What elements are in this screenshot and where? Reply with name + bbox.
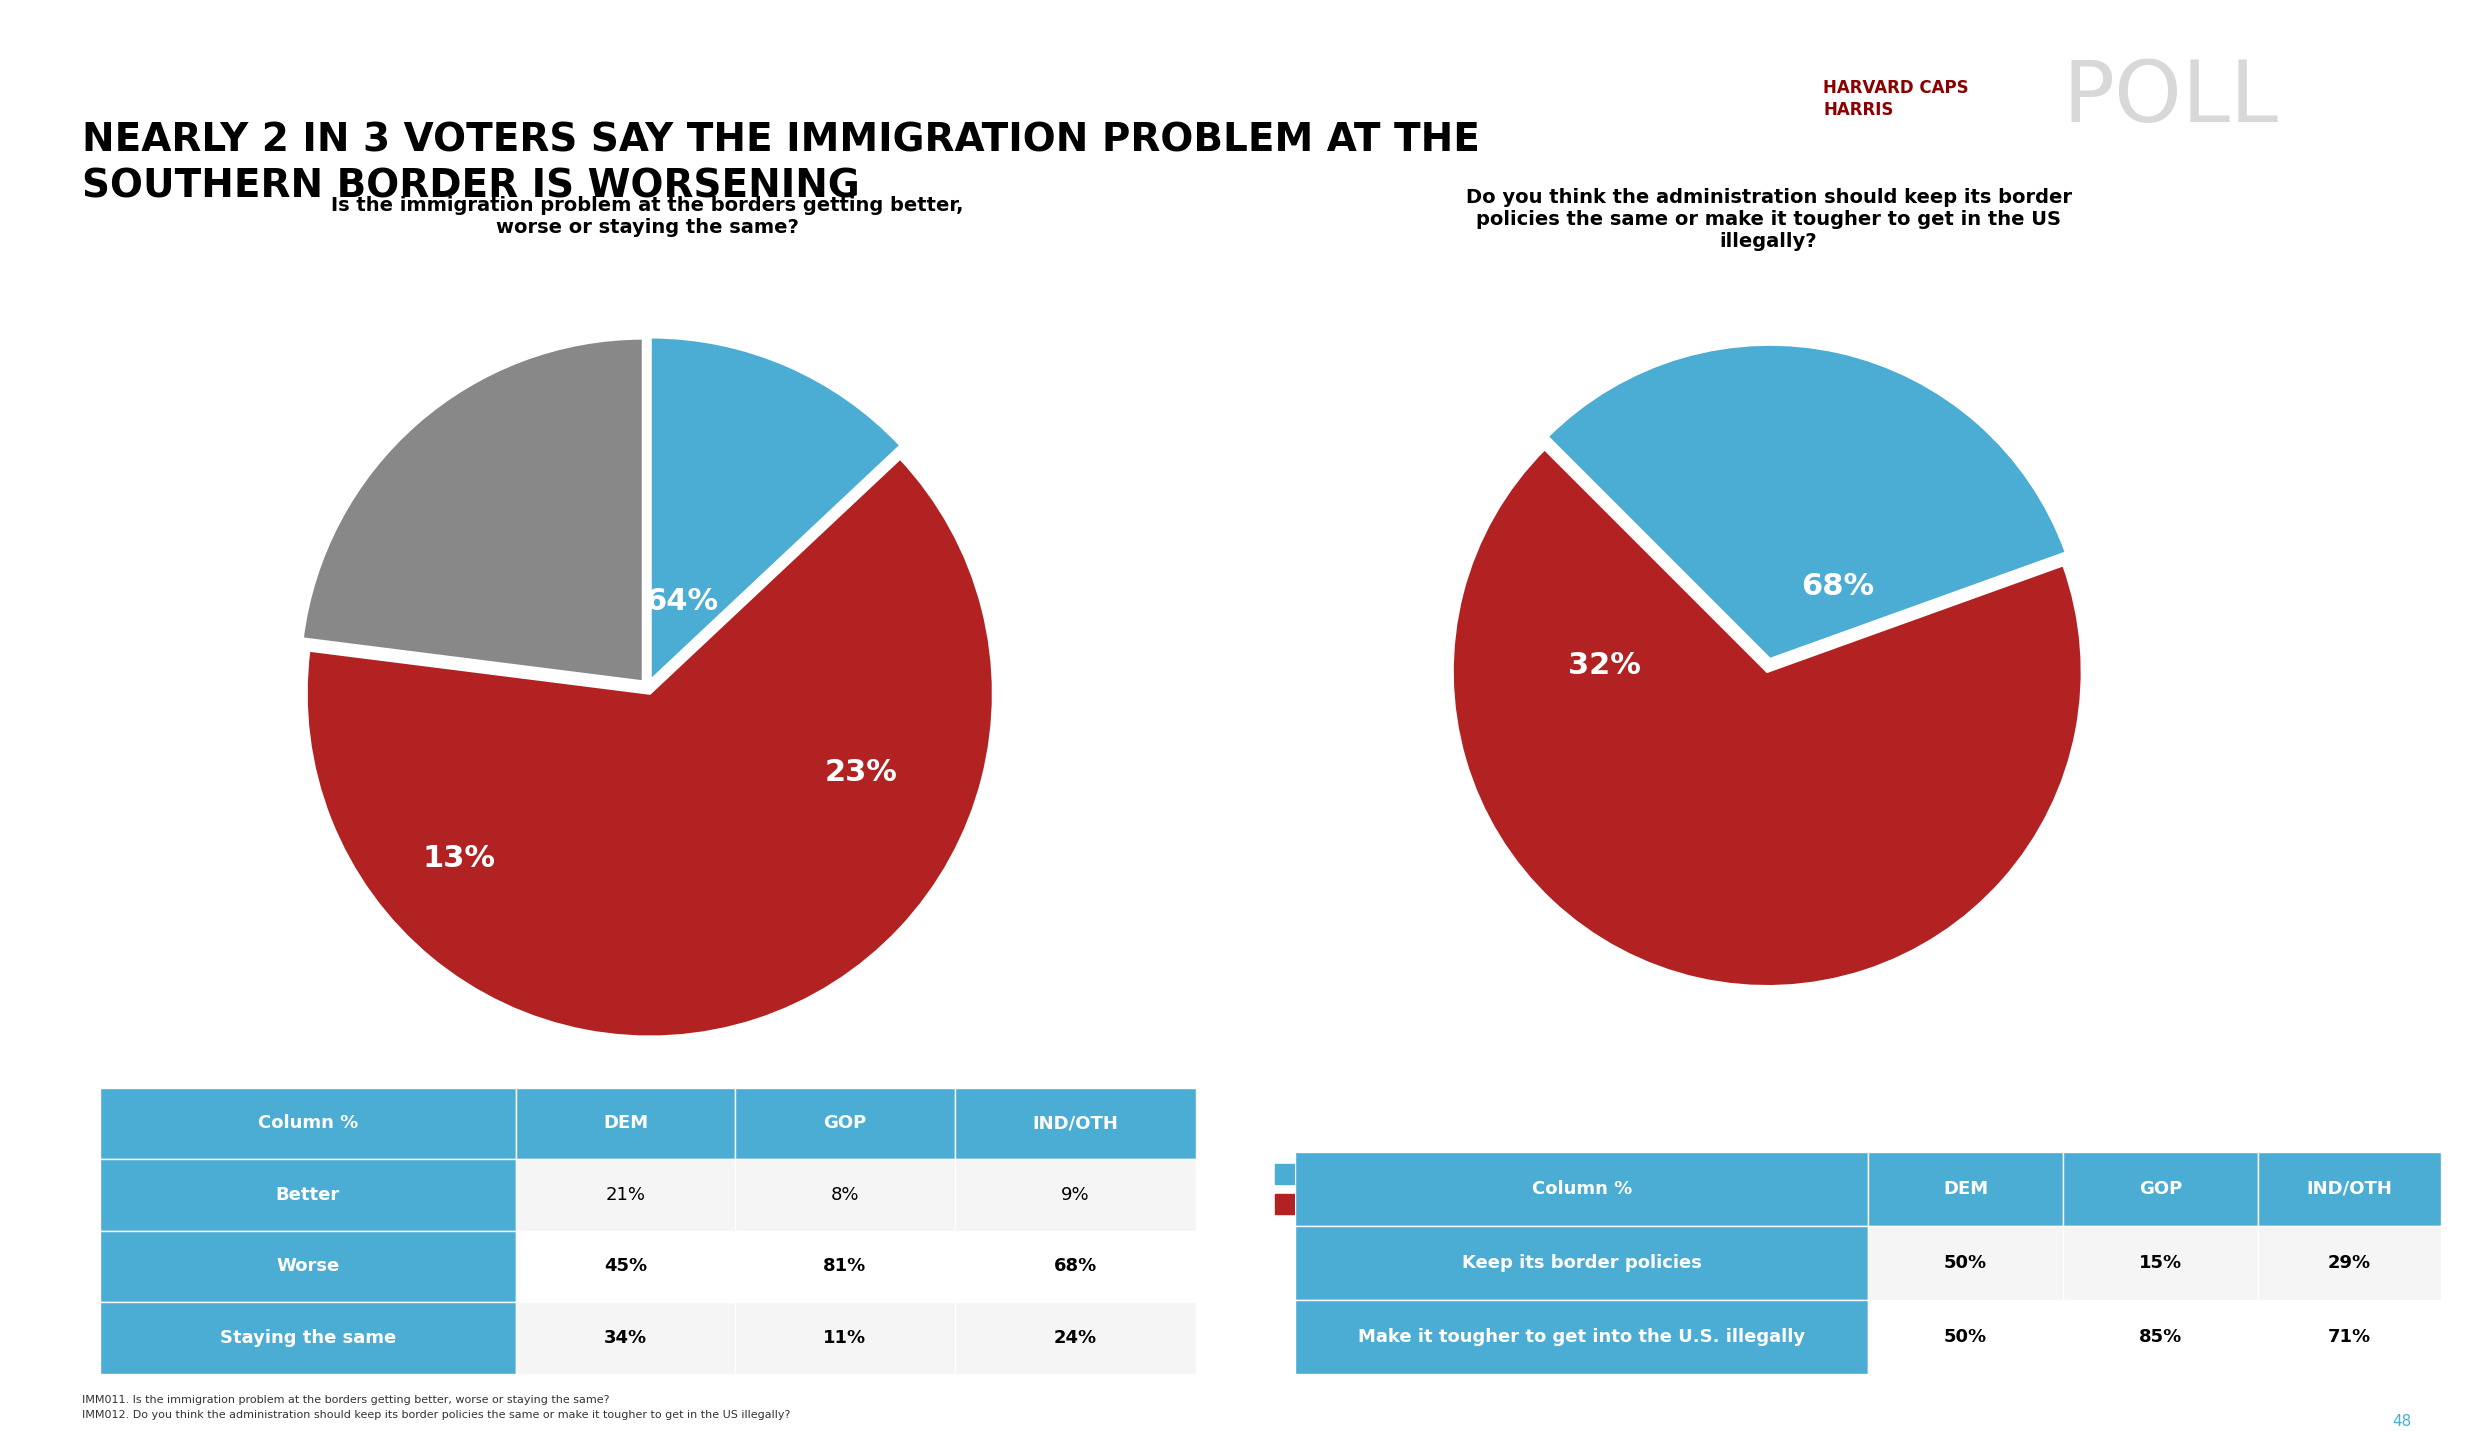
Text: 9%: 9%	[1061, 1186, 1089, 1203]
Text: Column %: Column %	[1532, 1181, 1632, 1198]
Wedge shape	[1547, 345, 2065, 660]
Bar	[100, 1231, 516, 1302]
Text: GOP: GOP	[825, 1115, 867, 1132]
Text: Column %: Column %	[257, 1115, 359, 1132]
Text: 32%: 32%	[1569, 651, 1642, 680]
Text: 50%: 50%	[1943, 1254, 1988, 1272]
Bar	[954, 1088, 1196, 1159]
Bar	[2063, 1226, 2257, 1299]
Text: 45%: 45%	[605, 1258, 648, 1275]
Wedge shape	[306, 458, 994, 1037]
Wedge shape	[1452, 449, 2082, 986]
Legend: Better, Worse, Staying the same: Better, Worse, Staying the same	[421, 1208, 874, 1244]
Text: IND/OTH: IND/OTH	[1031, 1115, 1118, 1132]
Bar	[516, 1302, 735, 1374]
Title: Do you think the administration should keep its border
policies the same or make: Do you think the administration should k…	[1465, 187, 2073, 250]
Bar	[1868, 1299, 2063, 1374]
Text: 85%: 85%	[2140, 1328, 2182, 1345]
Text: IMM012. Do you think the administration should keep its border policies the same: IMM012. Do you think the administration …	[82, 1410, 790, 1420]
Bar	[954, 1231, 1196, 1302]
Bar	[2257, 1152, 2441, 1226]
Text: IND/OTH: IND/OTH	[2307, 1181, 2391, 1198]
Bar	[735, 1302, 954, 1374]
Bar	[100, 1159, 516, 1231]
Text: GOP: GOP	[2140, 1181, 2182, 1198]
Text: 68%: 68%	[1054, 1258, 1096, 1275]
Bar	[1295, 1299, 1868, 1374]
Bar	[735, 1088, 954, 1159]
Bar	[516, 1088, 735, 1159]
Text: 21%: 21%	[605, 1186, 645, 1203]
Bar	[735, 1159, 954, 1231]
Bar	[2257, 1299, 2441, 1374]
Bar	[2063, 1299, 2257, 1374]
Bar	[735, 1231, 954, 1302]
Bar	[1868, 1226, 2063, 1299]
Bar	[1295, 1226, 1868, 1299]
Text: Worse: Worse	[277, 1258, 339, 1275]
Title: Is the immigration problem at the borders getting better,
worse or staying the s: Is the immigration problem at the border…	[331, 196, 964, 236]
Text: IMM011. Is the immigration problem at the borders getting better, worse or stayi: IMM011. Is the immigration problem at th…	[82, 1395, 610, 1405]
Text: 24%: 24%	[1054, 1329, 1096, 1347]
Text: 29%: 29%	[2329, 1254, 2371, 1272]
Text: 71%: 71%	[2329, 1328, 2371, 1345]
Bar	[1295, 1152, 1868, 1226]
Text: Better: Better	[277, 1186, 339, 1203]
Legend: Keep its border policies, Make it tougher to get into the U.S. illegally: Keep its border policies, Make it toughe…	[1268, 1156, 1741, 1222]
Text: HARVARD CAPS
HARRIS: HARVARD CAPS HARRIS	[1823, 79, 1968, 119]
Bar	[1868, 1152, 2063, 1226]
Bar	[2257, 1226, 2441, 1299]
Text: 64%: 64%	[645, 587, 717, 615]
Text: Staying the same: Staying the same	[219, 1329, 396, 1347]
Text: 68%: 68%	[1801, 572, 1873, 601]
Bar	[954, 1302, 1196, 1374]
Text: Keep its border policies: Keep its border policies	[1462, 1254, 1701, 1272]
Text: Make it tougher to get into the U.S. illegally: Make it tougher to get into the U.S. ill…	[1358, 1328, 1806, 1345]
Text: 48: 48	[2391, 1414, 2411, 1428]
Text: 15%: 15%	[2140, 1254, 2182, 1272]
Text: 23%: 23%	[825, 758, 897, 787]
Text: 8%: 8%	[830, 1186, 859, 1203]
Wedge shape	[650, 338, 902, 681]
Bar	[2063, 1152, 2257, 1226]
Text: DEM: DEM	[1943, 1181, 1988, 1198]
Bar	[100, 1302, 516, 1374]
Wedge shape	[301, 338, 643, 681]
Text: 11%: 11%	[825, 1329, 867, 1347]
Bar	[100, 1088, 516, 1159]
Text: 13%: 13%	[423, 844, 496, 873]
Bar	[516, 1231, 735, 1302]
Bar	[516, 1159, 735, 1231]
Text: 34%: 34%	[605, 1329, 648, 1347]
Text: DEM: DEM	[603, 1115, 648, 1132]
Text: NEARLY 2 IN 3 VOTERS SAY THE IMMIGRATION PROBLEM AT THE
SOUTHERN BORDER IS WORSE: NEARLY 2 IN 3 VOTERS SAY THE IMMIGRATION…	[82, 122, 1480, 205]
Text: 50%: 50%	[1943, 1328, 1988, 1345]
Bar	[954, 1159, 1196, 1231]
Text: POLL: POLL	[2063, 57, 2279, 140]
Text: 81%: 81%	[825, 1258, 867, 1275]
